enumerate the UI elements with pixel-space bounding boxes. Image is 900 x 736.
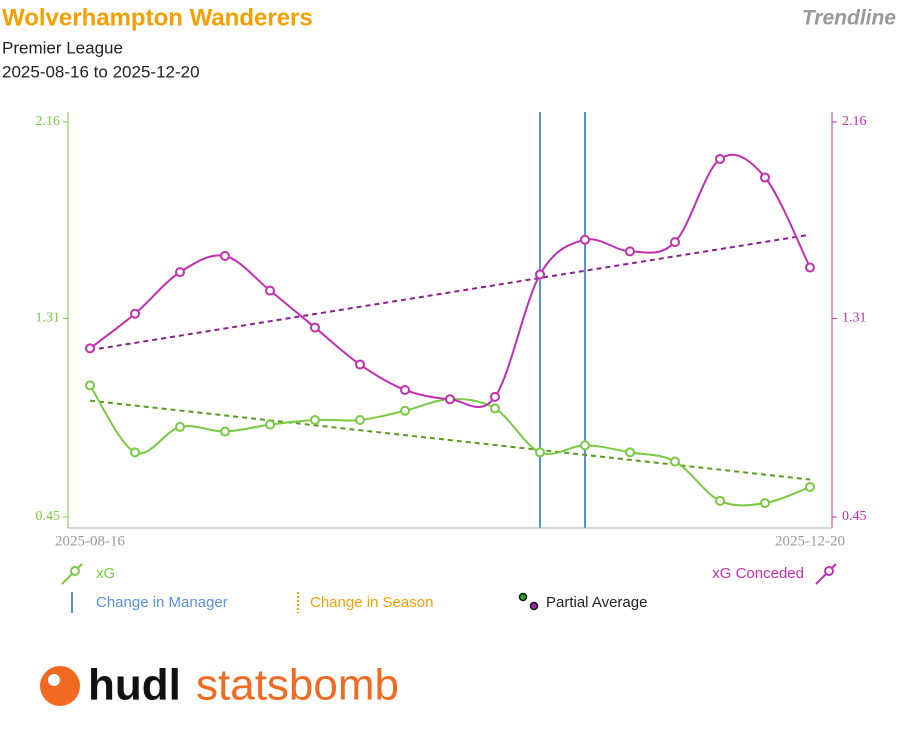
point xyxy=(580,234,590,245)
point xyxy=(580,440,590,451)
point xyxy=(715,153,725,164)
point xyxy=(220,250,230,261)
point xyxy=(265,419,275,430)
x-tick-label: 2025-08-16 xyxy=(55,533,125,549)
trend-line xyxy=(89,399,811,481)
logo-text: hudl xyxy=(88,661,181,710)
point xyxy=(625,246,635,257)
point xyxy=(85,343,95,354)
point xyxy=(445,394,455,405)
trend-line xyxy=(89,233,811,352)
date-range: 2025-08-16 to 2025-12-20 xyxy=(2,62,200,81)
point xyxy=(310,322,320,333)
point xyxy=(85,380,95,391)
view-label: Trendline xyxy=(802,7,896,30)
point xyxy=(310,414,320,425)
point xyxy=(400,384,410,395)
point xyxy=(805,481,815,492)
competition: Premier League xyxy=(2,38,123,57)
logo: hudl statsbomb xyxy=(40,661,399,710)
series-line xyxy=(89,153,811,409)
point xyxy=(535,447,545,458)
point xyxy=(490,391,500,402)
point xyxy=(220,426,230,437)
y2-tick-label: 0.45 xyxy=(842,509,867,524)
point xyxy=(400,405,410,416)
point xyxy=(760,498,770,509)
y2-tick-label: 2.16 xyxy=(842,114,867,129)
logo-text: statsbomb xyxy=(196,661,399,710)
point xyxy=(355,414,365,425)
point xyxy=(625,447,635,458)
x-tick-label: 2025-12-20 xyxy=(775,533,845,549)
point xyxy=(130,308,140,319)
point xyxy=(670,237,680,248)
legend-icon xyxy=(518,592,528,602)
title: Wolverhampton Wanderers xyxy=(2,4,313,31)
point xyxy=(805,262,815,273)
point xyxy=(535,269,545,280)
legend-label: xG xyxy=(96,565,115,582)
legend-icon xyxy=(70,566,80,576)
point xyxy=(175,421,185,432)
legend-label: Change in Manager xyxy=(96,594,228,611)
point xyxy=(760,172,770,183)
y-tick-label: 0.45 xyxy=(36,509,61,524)
legend-icon xyxy=(529,601,539,611)
y2-tick-label: 1.31 xyxy=(842,311,867,326)
point xyxy=(490,403,500,414)
point xyxy=(175,267,185,278)
legend-icon xyxy=(824,566,834,576)
point xyxy=(130,447,140,458)
legend-label: Change in Season xyxy=(310,594,433,611)
legend-label: Partial Average xyxy=(546,594,647,611)
logo-icon xyxy=(40,666,80,706)
point xyxy=(355,359,365,370)
legend-label: xG Conceded xyxy=(712,565,804,582)
y-tick-label: 2.16 xyxy=(36,114,61,129)
point xyxy=(670,456,680,467)
y-tick-label: 1.31 xyxy=(36,311,61,326)
point xyxy=(265,285,275,296)
logo-icon-eye xyxy=(48,674,60,686)
point xyxy=(715,495,725,506)
